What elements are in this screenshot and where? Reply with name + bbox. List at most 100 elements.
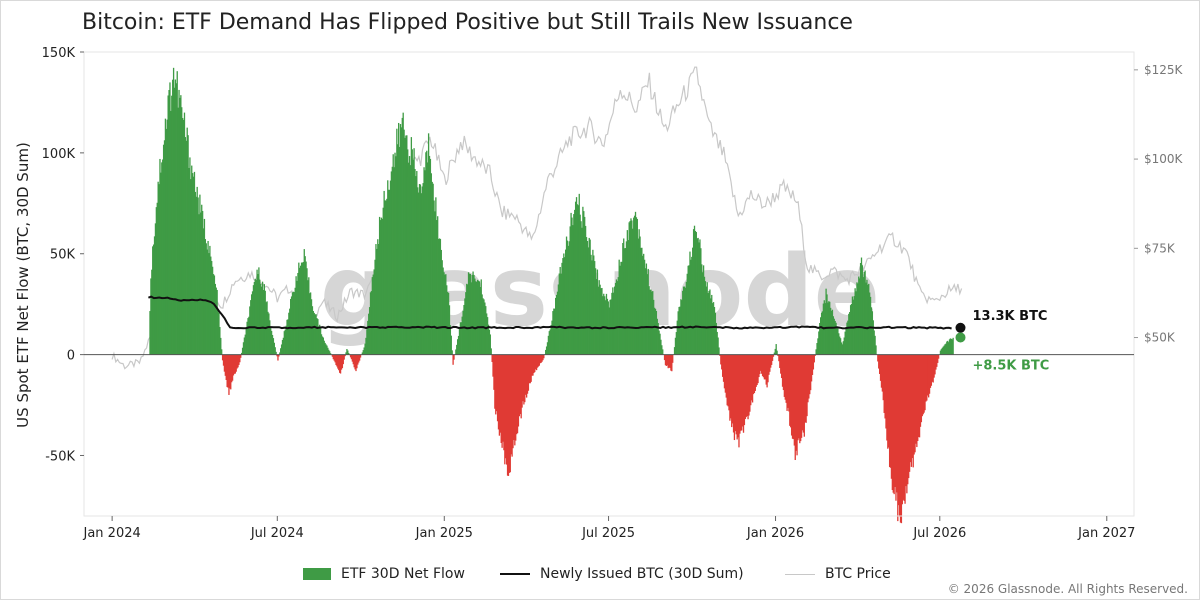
legend-item-flow[interactable]: ETF 30D Net Flow [303,566,465,582]
flow-bar [433,200,435,355]
flow-bar [706,282,708,355]
flow-bar [228,354,230,395]
flow-bar [253,281,256,355]
flow-bar [493,354,495,390]
flow-bar [342,354,344,365]
flow-bar [276,354,278,357]
flow-bar [713,306,716,355]
flow-bar [242,342,245,355]
flow-bar [542,354,544,361]
flow-bar [204,239,207,355]
flow-bar [942,346,944,355]
y-axis-label: US Spot ETF Net Flow (BTC, 30D Sum) [14,142,32,428]
flow-bar [205,243,207,355]
flow-bar [504,354,506,465]
flow-bar [404,137,406,355]
flow-bar [741,354,743,431]
flow-bar [570,212,572,355]
flow-bar [232,354,235,376]
flow-bar [855,291,857,355]
flow-bar [838,333,840,355]
flow-bar [806,354,808,417]
flow-bar [486,317,489,355]
flow-bar [437,238,440,355]
flow-bar [294,287,296,355]
flow-bar [947,342,950,355]
flow-bar [211,266,214,355]
flow-bar [663,354,666,361]
flow-bar [222,354,225,366]
flow-bar [770,354,772,368]
flow-bar [250,294,253,355]
flow-bar [163,140,166,355]
flow-bar [859,262,862,355]
flow-bar [815,349,817,355]
flow-bar [670,354,672,371]
flow-bar [616,281,619,355]
flow-bar [895,354,897,501]
flow-bar [555,294,558,355]
flow-bar [182,119,185,355]
flow-bar [368,307,371,355]
flow-bar [771,354,774,361]
flow-bar [849,305,852,355]
flow-bar [169,82,171,355]
flow-bar [550,325,552,355]
flow-bar [408,156,411,355]
flow-bar [578,193,580,355]
flow-bar [574,209,576,355]
flow-bar [406,135,408,355]
flow-bar [511,354,513,457]
flow-bar [534,354,536,373]
flow-bar [610,299,612,355]
flow-bar [709,289,711,355]
flow-bar [750,354,752,406]
flow-bar [559,266,561,355]
flow-bar [414,169,416,355]
flow-bar [466,284,469,355]
flow-bar [317,319,319,355]
flow-bar [620,261,622,355]
flow-bar [943,345,945,355]
flow-bar [727,354,729,407]
flow-bar [912,354,914,468]
flow-bar [378,243,380,355]
flow-bar [704,281,707,355]
legend-item-price[interactable]: BTC Price [785,566,891,582]
flow-bar [633,215,636,355]
flow-bar [382,207,384,355]
flow-bar [471,275,473,355]
flow-bar [775,344,777,355]
flow-bar [528,354,530,384]
flow-bar [427,133,430,355]
legend-item-issuance[interactable]: Newly Issued BTC (30D Sum) [500,566,744,582]
flow-bar [506,354,509,476]
flow-bar [535,354,537,370]
flow-bar [537,354,540,367]
flow-bar [161,162,163,355]
flow-bar [918,354,920,438]
flow-bar [365,337,367,355]
flow-bar [480,279,482,355]
flow-bar [696,238,698,355]
flow-bar [309,292,312,355]
flow-bar [782,354,785,391]
flow-bar [857,283,859,355]
flow-bar [329,351,331,355]
flow-bar [376,248,378,355]
flow-bar [650,289,652,355]
flow-bar [711,294,713,355]
flow-bar [279,352,281,355]
flow-bar [530,354,532,382]
flow-bar [255,280,257,355]
flow-bar [172,67,175,355]
flow-bar [866,279,868,355]
flow-bar [194,191,197,355]
flow-bar [755,354,757,387]
flow-bar [241,347,244,355]
flow-bar [606,298,609,355]
legend-label-price: BTC Price [825,566,891,582]
flow-bar [703,276,706,355]
flow-bar [261,281,264,355]
flow-bar [525,354,527,395]
